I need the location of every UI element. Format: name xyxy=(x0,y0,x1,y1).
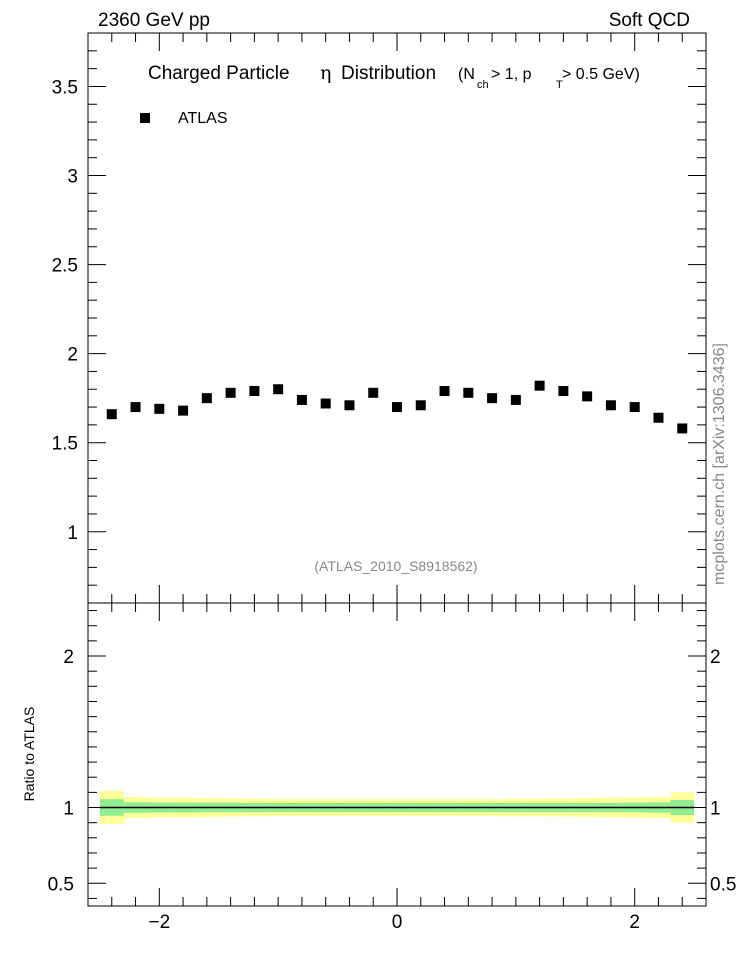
main-y-tick-label: 2 xyxy=(67,345,78,366)
atlas-data-point xyxy=(653,412,664,423)
main-y-tick-label: 2.5 xyxy=(52,256,78,277)
plot-title: Charged Particle η Distribution (N ch > … xyxy=(148,62,640,91)
title-suffix: Distribution xyxy=(341,63,436,84)
atlas-data-point xyxy=(415,400,426,411)
atlas-data-point xyxy=(154,403,165,414)
title-cut-open: (N xyxy=(458,66,475,83)
ratio-x-tick-label: 2 xyxy=(629,912,640,933)
atlas-data-point xyxy=(439,386,450,397)
ratio-x-tick-label: −2 xyxy=(148,912,170,933)
main-y-tick-label: 3.5 xyxy=(52,77,78,98)
title-cut-close: > 0.5 GeV) xyxy=(562,66,640,83)
legend-label-atlas: ATLAS xyxy=(178,110,228,127)
ratio-y-tick-label-right: 2 xyxy=(710,647,721,668)
atlas-data-point xyxy=(273,384,284,395)
atlas-data-point xyxy=(582,391,593,402)
main-y-tick-label: 3 xyxy=(67,167,78,188)
legend-marker-atlas xyxy=(140,113,150,123)
atlas-data-point xyxy=(201,393,212,404)
atlas-data-point xyxy=(225,387,236,398)
title-cut-mid: > 1, p xyxy=(491,66,532,83)
header-right: Soft QCD xyxy=(609,10,690,31)
atlas-data-point xyxy=(487,393,498,404)
atlas-data-point xyxy=(344,400,355,411)
ratio-y-tick-label: 1 xyxy=(63,799,74,820)
ratio-y-tick-label: 2 xyxy=(63,647,74,668)
ratio-x-tick-label: 0 xyxy=(392,912,403,933)
title-cut-sub-ch: ch xyxy=(477,79,489,91)
main-axis-ticks: 1 1.5 2 2.5 3 3.5 xyxy=(52,32,707,604)
ratio-y-tick-label: 0.5 xyxy=(48,874,74,895)
atlas-data-point xyxy=(534,380,545,391)
title-prefix: Charged Particle xyxy=(148,63,290,84)
atlas-data-point xyxy=(178,405,189,416)
ratio-panel-frame xyxy=(87,602,707,907)
atlas-data-point xyxy=(677,423,688,434)
atlas-data-point xyxy=(510,394,521,405)
side-label: mcplots.cern.ch [arXiv:1306.3436] xyxy=(711,343,728,585)
ratio-y-tick-label-right: 0.5 xyxy=(710,874,736,895)
main-y-tick-label: 1 xyxy=(67,523,78,544)
atlas-data-point xyxy=(130,402,141,413)
atlas-data-point xyxy=(296,394,307,405)
analysis-tag: (ATLAS_2010_S8918562) xyxy=(314,558,477,574)
ratio-ylabel: Ratio to ATLAS xyxy=(21,707,37,802)
header-left: 2360 GeV pp xyxy=(98,10,210,31)
atlas-data-point xyxy=(368,387,379,398)
ratio-y-tick-label-right: 1 xyxy=(710,799,721,820)
title-eta: η xyxy=(320,62,331,84)
atlas-data-point xyxy=(463,387,474,398)
atlas-data-point xyxy=(558,386,569,397)
atlas-data-point xyxy=(392,402,402,413)
atlas-data-point xyxy=(249,386,260,397)
ratio-axis-ticks: 0.5 0.5 1 1 2 2 −2 0 2 xyxy=(48,603,736,933)
main-y-tick-label: 1.5 xyxy=(52,434,78,455)
atlas-data-point xyxy=(320,398,331,409)
atlas-data-point xyxy=(106,409,117,420)
atlas-data-point xyxy=(605,400,616,411)
title-cut-sub-t: T xyxy=(556,79,563,91)
atlas-data-point xyxy=(629,402,640,413)
legend: ATLAS xyxy=(140,110,228,127)
atlas-data-points xyxy=(106,380,688,434)
